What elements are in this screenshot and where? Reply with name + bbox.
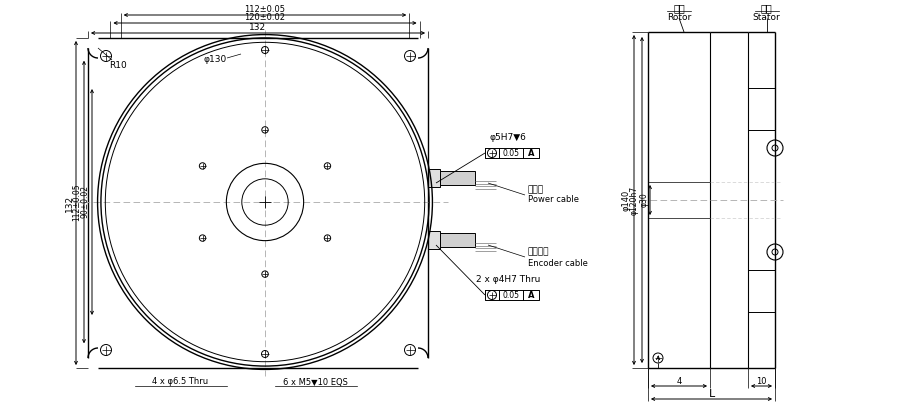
Text: Stator: Stator <box>752 13 780 23</box>
Text: φ140: φ140 <box>621 189 630 210</box>
Text: 4 x φ6.5 Thru: 4 x φ6.5 Thru <box>152 377 208 387</box>
Text: Encoder cable: Encoder cable <box>528 259 588 267</box>
Text: 动力线: 动力线 <box>528 185 544 194</box>
Bar <box>440 233 475 247</box>
Text: 6 x M5▼10 EQS: 6 x M5▼10 EQS <box>282 377 347 387</box>
Bar <box>428 231 440 249</box>
Text: 10: 10 <box>756 377 767 385</box>
Text: R10: R10 <box>109 61 127 71</box>
Text: Power cable: Power cable <box>528 196 579 204</box>
Text: A: A <box>656 356 660 360</box>
Text: 编码器线: 编码器线 <box>528 248 549 257</box>
Text: 定子: 定子 <box>760 3 772 13</box>
Text: 132: 132 <box>65 194 73 212</box>
Text: 2 x φ4H7 Thru: 2 x φ4H7 Thru <box>476 276 540 284</box>
Text: A: A <box>528 290 534 299</box>
Text: 112±0.05: 112±0.05 <box>244 6 286 15</box>
Text: 0.05: 0.05 <box>502 290 520 299</box>
Text: φ130: φ130 <box>203 55 226 65</box>
Text: 90±0.02: 90±0.02 <box>80 185 89 219</box>
Text: φ5H7▼6: φ5H7▼6 <box>490 133 527 143</box>
Bar <box>428 169 440 187</box>
Text: A: A <box>528 149 534 158</box>
Text: Rotor: Rotor <box>667 13 691 23</box>
Text: 4: 4 <box>676 377 682 385</box>
Text: φ120h7: φ120h7 <box>630 185 639 215</box>
Bar <box>440 171 475 185</box>
Text: 转子: 转子 <box>673 3 685 13</box>
Text: 112±0.05: 112±0.05 <box>72 183 81 221</box>
Text: 120±0.02: 120±0.02 <box>244 13 286 23</box>
Text: L: L <box>708 389 714 399</box>
Text: 132: 132 <box>250 23 267 32</box>
Text: 0.05: 0.05 <box>502 149 520 158</box>
Text: φ30: φ30 <box>640 193 649 207</box>
